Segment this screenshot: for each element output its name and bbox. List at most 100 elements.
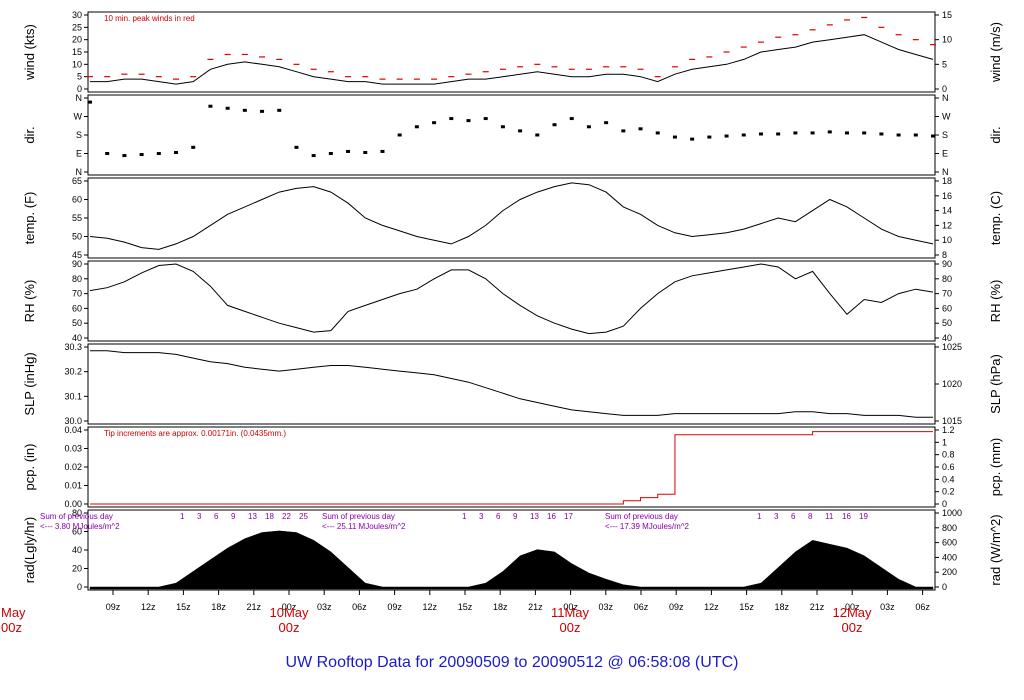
temp-left-tick-label: 50 — [72, 232, 82, 242]
wind-left-tick-label: 20 — [72, 35, 82, 45]
rad-right-tick-label: 600 — [942, 538, 957, 548]
date-label-hour: 00z — [560, 620, 581, 635]
x-tick-label: 15z — [458, 602, 473, 612]
dir-point — [569, 117, 574, 121]
temp-left-axis-label: temp. (F) — [22, 192, 37, 245]
date-label-hour: 00z — [842, 620, 863, 635]
rad-left-tick-label: 0 — [77, 582, 82, 592]
x-tick-label: 09z — [106, 602, 121, 612]
dir-left-tick-label: W — [74, 112, 83, 122]
wind-left-tick-label: 25 — [72, 22, 82, 32]
dir-point — [896, 133, 901, 137]
rad-sum-value: <--- 25.11 MJoules/m^2 — [322, 522, 406, 531]
rad-right-tick-label: 1000 — [942, 508, 962, 518]
rad-hour-mark: 6 — [496, 512, 501, 521]
edge-date-hour: 00z — [1, 620, 22, 635]
dir-point — [672, 135, 677, 139]
rad-hour-mark: 8 — [808, 512, 813, 521]
rad-hour-mark: 13 — [530, 512, 539, 521]
rad-right-tick-label: 200 — [942, 567, 957, 577]
slp-left-tick-label: 30.0 — [64, 416, 82, 426]
x-tick-label: 21z — [810, 602, 825, 612]
slp-left-tick-label: 30.3 — [64, 342, 82, 352]
rad-hour-mark: 1 — [462, 512, 467, 521]
slp-right-tick-label: 1025 — [942, 342, 962, 352]
dir-point — [500, 125, 505, 129]
temp-left-tick-label: 45 — [72, 250, 82, 260]
date-label-day: 10May — [269, 605, 309, 620]
rad-hour-mark: 11 — [825, 512, 834, 521]
rad-left-tick-label: 60 — [72, 527, 82, 537]
pcp-left-tick-label: 0.00 — [64, 499, 82, 509]
rad-right-tick-label: 400 — [942, 552, 957, 562]
dir-left-tick-label: S — [76, 130, 82, 140]
dir-point — [655, 131, 660, 135]
rad-hour-mark: 1 — [180, 512, 185, 521]
dir-point — [483, 117, 488, 121]
slp-right-tick-label: 1020 — [942, 379, 962, 389]
rh-frame — [87, 260, 936, 342]
wind-right-axis-label: wind (m/s) — [988, 22, 1003, 83]
pcp-right-tick-label: 0.4 — [942, 474, 955, 484]
dir-right-axis-label: dir. — [988, 126, 1003, 143]
pcp-series-line — [90, 431, 933, 505]
pcp-right-tick-label: 0.6 — [942, 462, 955, 472]
dir-point — [328, 152, 333, 155]
temp-right-tick-label: 18 — [942, 176, 952, 186]
dir-right-tick-label: N — [942, 167, 949, 177]
dir-point — [466, 119, 471, 123]
rh-left-tick-label: 40 — [72, 333, 82, 343]
x-tick-label: 00z — [282, 602, 297, 612]
dir-point — [432, 121, 437, 125]
rh-right-tick-label: 80 — [942, 274, 952, 284]
dir-point — [535, 133, 540, 137]
x-tick-label: 03z — [317, 602, 332, 612]
rad-left-tick-label: 20 — [72, 564, 82, 574]
dir-point — [758, 132, 763, 136]
wind-right-tick-label: 5 — [942, 59, 947, 69]
dir-point — [311, 154, 316, 158]
edge-date-day: May — [1, 605, 26, 620]
temp-frame — [87, 177, 936, 259]
x-tick-label: 15z — [739, 602, 754, 612]
rh-left-tick-label: 90 — [72, 259, 82, 269]
x-tick-label: 00z — [563, 602, 578, 612]
rad-sum-label: Sum of previous day — [40, 512, 113, 521]
x-tick-label: 03z — [599, 602, 614, 612]
rh-right-tick-label: 90 — [942, 259, 952, 269]
rad-hour-mark: 16 — [547, 512, 556, 521]
wind-left-tick-label: 5 — [77, 72, 82, 82]
rad-hour-mark: 25 — [299, 512, 308, 521]
temp-right-axis-label: temp. (C) — [988, 191, 1003, 245]
dir-left-axis-label: dir. — [22, 126, 37, 143]
date-label-day: 12May — [832, 605, 872, 620]
rad-right-tick-label: 800 — [942, 523, 957, 533]
rad-sum-label: Sum of previous day — [605, 512, 678, 521]
dir-point — [621, 129, 626, 133]
rad-hour-mark: 6 — [791, 512, 796, 521]
dir-point — [105, 152, 110, 155]
temp-right-tick-label: 12 — [942, 220, 952, 230]
rh-right-tick-label: 40 — [942, 333, 952, 343]
rad-hour-mark: 13 — [248, 512, 257, 521]
pcp-left-tick-label: 0.02 — [64, 462, 82, 472]
rh-right-tick-label: 70 — [942, 289, 952, 299]
dir-left-tick-label: N — [76, 167, 83, 177]
rad-hour-mark: 1 — [757, 512, 762, 521]
dir-point — [277, 108, 282, 112]
dir-point — [191, 145, 196, 149]
wind-left-tick-label: 0 — [77, 84, 82, 94]
dir-point — [724, 134, 729, 138]
rh-right-tick-label: 60 — [942, 303, 952, 313]
x-tick-label: 06z — [915, 602, 930, 612]
wind-series-line — [90, 34, 934, 85]
rad-hour-mark: 3 — [197, 512, 202, 521]
dir-frame — [87, 94, 936, 176]
pcp-right-tick-label: 1 — [942, 437, 947, 447]
rad-hour-mark: 3 — [774, 512, 779, 521]
wind-right-tick-label: 15 — [942, 10, 952, 20]
temp-left-tick-label: 65 — [72, 176, 82, 186]
slp-series-line — [90, 350, 933, 418]
